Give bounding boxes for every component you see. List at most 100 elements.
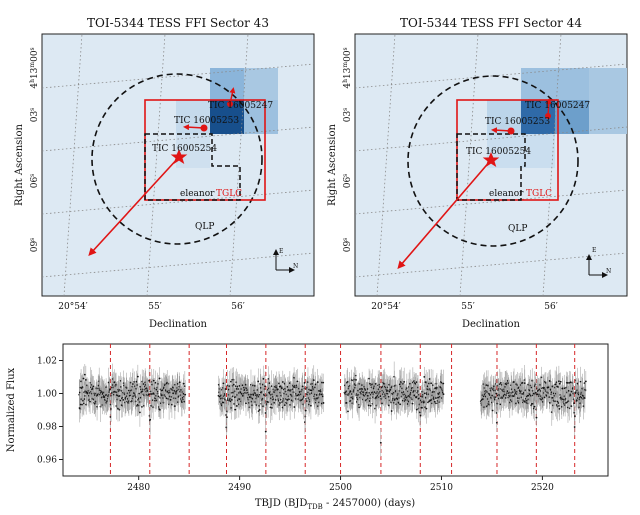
flux-point [556,405,559,408]
flux-point [250,383,252,386]
panel-sector-44: TOI-5344 TESS FFI Sector 44 [327,16,628,330]
flux-point [387,396,390,398]
flux-point [303,381,306,384]
flux-point [421,406,423,409]
flux-point [279,398,282,401]
flux-point [129,394,132,397]
flux-point [119,395,121,397]
star-marker-a [545,113,551,119]
flux-point [557,402,560,404]
flux-point [84,395,87,397]
flux-point [99,405,102,408]
flux-point [222,382,225,385]
flux-point [263,394,266,397]
flux-point [307,381,309,384]
x-tick-label: 2480 [127,483,150,493]
flux-point [281,381,284,383]
flux-point [350,390,352,393]
flux-point [154,399,157,402]
flux-point [288,398,290,401]
target-label: TIC 16005254 [466,147,531,157]
flux-point [273,401,276,404]
flux-point [515,402,517,405]
flux-point [157,395,160,398]
star-label-a: TIC 16005247 [525,101,590,111]
flux-point [138,392,141,395]
flux-point [555,383,558,386]
y-tick-label: 1.02 [37,357,57,367]
flux-point [541,400,544,403]
y-tick-label: 09s [29,238,40,253]
flux-point [374,382,377,385]
flux-point [409,382,411,385]
flux-point [415,408,418,411]
flux-point [271,406,273,409]
eleanor-label: eleanor [180,189,215,199]
target-label: TIC 16005254 [152,144,217,154]
flux-point [355,378,357,381]
y-tick-label: 06s [342,174,353,189]
flux-point [393,375,396,378]
y-ticks: 1.02 1.00 0.98 0.96 [37,357,63,466]
flux-point [184,393,187,396]
flux-point [148,393,150,396]
y-axis-label: Right Ascension [327,124,338,206]
flux-point [573,426,576,428]
flux-point [117,407,119,410]
flux-point [495,421,498,424]
x-tick-label: 56′ [231,302,245,312]
flux-point [423,375,426,378]
flux-point [136,375,139,378]
flux-point [180,388,182,391]
flux-point [576,399,578,402]
flux-point [278,382,280,385]
flux-point [558,405,561,407]
flux-point [320,390,322,393]
flux-point [232,383,235,386]
flux-point [495,392,498,395]
grid-lines [42,34,314,296]
flux-point [569,381,572,384]
flux-point [78,391,81,394]
flux-point [428,378,431,380]
flux-point [262,377,265,380]
flux-point [506,392,509,395]
flux-point [301,385,304,388]
flux-point [491,409,494,412]
flux-point [504,397,507,399]
flux-point [373,391,376,394]
flux-point [442,382,445,385]
flux-point [257,380,260,383]
flux-point [141,406,143,408]
flux-point [110,408,113,410]
flux-point [275,398,277,401]
x-tick-label: 20°54′ [58,302,87,312]
flux-point [122,398,125,401]
flux-point [368,377,370,380]
flux-point [388,404,390,407]
x-tick-label: 2520 [531,483,554,493]
flux-point [430,382,433,385]
flux-point [531,389,534,392]
flux-point [237,388,240,390]
flux-point [574,415,576,418]
flux-point [419,414,422,417]
qlp-label: QLP [195,222,214,232]
compass-n-label: N [293,263,298,270]
flux-point [535,416,538,419]
flux-point [176,389,179,392]
flux-point [573,402,575,405]
flux-point [369,382,371,385]
flux-point [234,396,237,398]
flux-point [157,406,160,408]
flux-point [523,379,526,381]
flux-point [321,395,324,398]
flux-point [369,404,372,407]
flux-point [498,383,501,386]
flux-point [423,392,426,395]
plot-frame [62,343,609,477]
proper-motion-arrow-target [397,159,492,270]
flux-point [517,401,520,404]
flux-point [152,406,155,409]
flux-point [584,380,587,383]
